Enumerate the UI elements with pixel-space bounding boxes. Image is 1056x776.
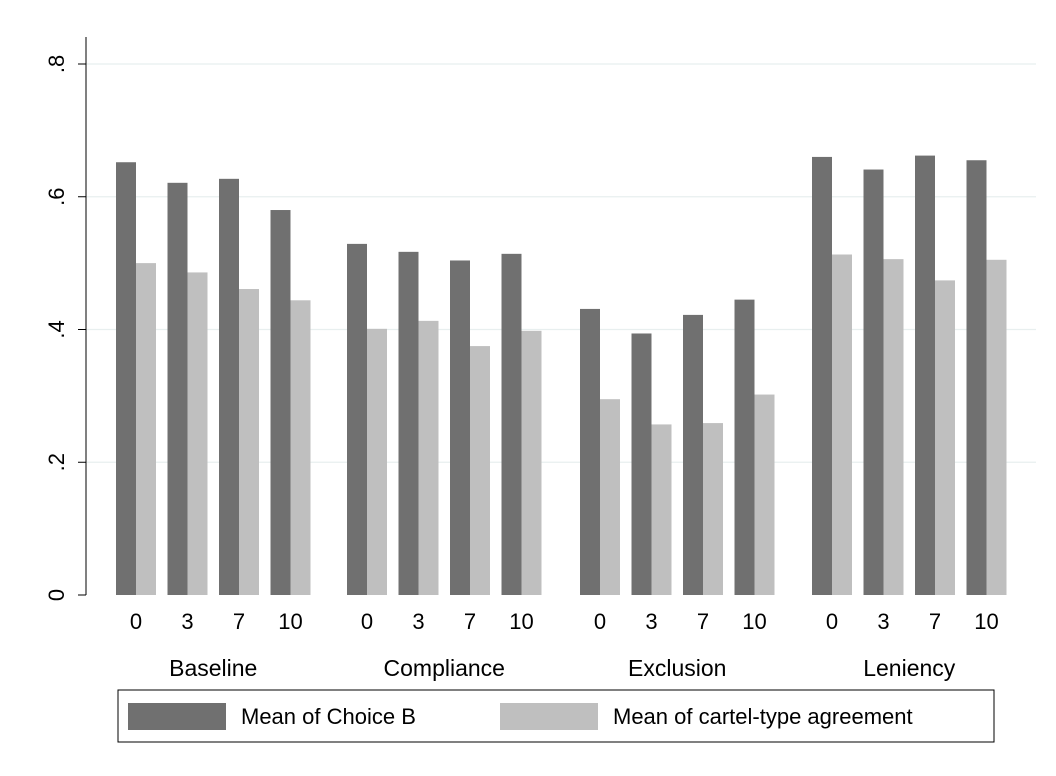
- bar-choice-b: [863, 169, 884, 595]
- bar-choice-b: [915, 155, 935, 595]
- bar-choice-b: [450, 260, 470, 595]
- x-tick-label: 7: [929, 609, 941, 634]
- x-tick-label: 3: [877, 609, 889, 634]
- legend-swatch-choice-b: [128, 703, 226, 730]
- x-tick-label: 7: [233, 609, 245, 634]
- bar-cartel-agreement: [935, 280, 955, 595]
- x-tick-label: 3: [181, 609, 193, 634]
- x-tick-label: 10: [509, 609, 533, 634]
- bar-choice-b: [398, 251, 419, 595]
- bar-cartel-agreement: [367, 328, 387, 595]
- bar-cartel-agreement: [883, 259, 904, 595]
- bar-choice-b: [501, 253, 522, 595]
- y-tick-label: .6: [44, 188, 69, 206]
- bar-cartel-agreement: [239, 289, 259, 595]
- bar-cartel-agreement: [290, 300, 311, 595]
- bar-cartel-agreement: [521, 330, 542, 595]
- bar-choice-b: [347, 243, 367, 595]
- group-label: Exclusion: [628, 655, 726, 681]
- bar-cartel-agreement: [832, 254, 852, 595]
- x-tick-label: 0: [130, 609, 142, 634]
- bar-choice-b: [812, 156, 832, 596]
- bar-choice-b: [966, 160, 987, 595]
- bar-cartel-agreement: [187, 272, 208, 595]
- bar-cartel-agreement: [703, 423, 723, 595]
- bar-cartel-agreement: [470, 346, 490, 595]
- x-tick-label: 3: [412, 609, 424, 634]
- bar-choice-b: [631, 333, 652, 595]
- x-tick-label: 3: [645, 609, 657, 634]
- x-tick-label: 7: [464, 609, 476, 634]
- x-tick-label: 10: [742, 609, 766, 634]
- bars: [116, 155, 1007, 596]
- y-tick-label: .2: [44, 453, 69, 471]
- group-label: Leniency: [863, 655, 956, 681]
- legend: Mean of Choice B Mean of cartel-type agre…: [117, 689, 995, 743]
- group-label: Baseline: [169, 655, 257, 681]
- bar-cartel-agreement: [986, 259, 1007, 595]
- bar-choice-b: [270, 210, 291, 595]
- y-tick-label: .8: [44, 55, 69, 73]
- bar-cartel-agreement: [136, 263, 156, 595]
- x-tick-labels: 0 3 7 10 0 3 7 10 0 3 7 10 0 3 7 10: [130, 609, 999, 634]
- x-tick-label: 10: [974, 609, 998, 634]
- bar-cartel-agreement: [600, 399, 620, 595]
- bar-cartel-agreement: [754, 394, 775, 595]
- y-tick-labels: 0 .2 .4 .6 .8: [44, 55, 69, 601]
- y-tick-label: 0: [44, 589, 69, 601]
- x-tick-label: 0: [826, 609, 838, 634]
- legend-swatch-cartel-agreement: [500, 703, 598, 730]
- legend-label-cartel-agreement: Mean of cartel-type agreement: [613, 704, 913, 729]
- x-tick-label: 10: [278, 609, 302, 634]
- bar-choice-b: [734, 299, 755, 595]
- group-label: Compliance: [384, 655, 505, 681]
- bar-choice-b: [116, 162, 136, 596]
- legend-label-choice-b: Mean of Choice B: [241, 704, 416, 729]
- bar-choice-b: [219, 178, 239, 596]
- x-tick-label: 0: [361, 609, 373, 634]
- bar-cartel-agreement: [418, 320, 439, 595]
- bar-cartel-agreement: [651, 424, 672, 595]
- bar-choice-b: [580, 308, 600, 595]
- axes: [78, 37, 87, 596]
- group-labels: Baseline Compliance Exclusion Leniency: [169, 655, 956, 681]
- bar-choice-b: [167, 182, 188, 595]
- y-tick-label: .4: [44, 320, 69, 338]
- x-tick-label: 7: [697, 609, 709, 634]
- bar-choice-b: [683, 314, 703, 595]
- x-tick-label: 0: [594, 609, 606, 634]
